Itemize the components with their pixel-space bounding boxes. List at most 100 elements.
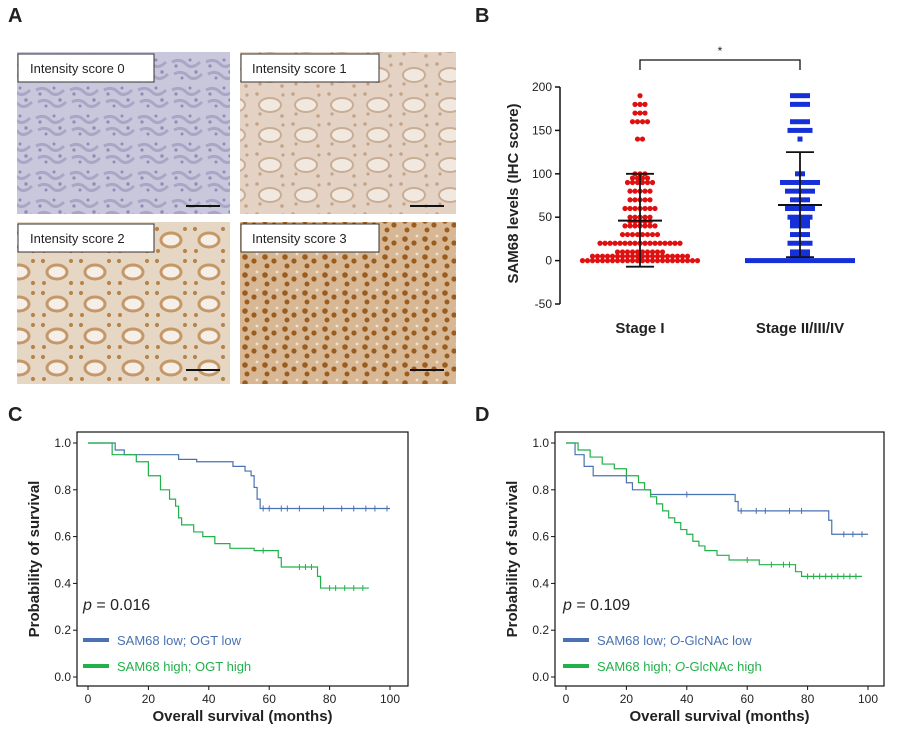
panel-letter-d: D — [475, 404, 489, 426]
x-tick-label: 40 — [680, 692, 694, 706]
data-point — [679, 258, 686, 264]
data-point — [652, 223, 658, 229]
data-point — [694, 258, 701, 264]
data-point — [787, 214, 793, 220]
data-point — [677, 240, 683, 246]
data-point — [800, 223, 805, 229]
data-point — [644, 119, 651, 125]
data-point — [790, 119, 795, 125]
data-point — [775, 258, 780, 264]
data-point — [632, 223, 638, 229]
data-point — [642, 205, 648, 212]
data-point — [790, 101, 795, 107]
data-point — [639, 119, 646, 125]
data-point — [642, 223, 648, 229]
data-point — [622, 223, 628, 229]
data-point — [795, 197, 800, 203]
data-point — [800, 101, 805, 107]
data-point — [815, 258, 820, 264]
ihc-tile-score-3: Intensity score 3 — [240, 222, 456, 384]
y-tick-label: 0.0 — [532, 670, 549, 684]
data-point — [830, 258, 835, 264]
data-point — [632, 188, 638, 194]
data-point — [805, 179, 810, 185]
data-point — [629, 119, 636, 125]
y-tick-label: 0 — [545, 254, 552, 268]
y-tick-label: 100 — [532, 167, 552, 181]
legend-label-part: SAM68 high; — [597, 659, 675, 674]
data-point — [787, 127, 793, 133]
data-point — [647, 205, 653, 212]
data-point — [807, 240, 813, 246]
data-point — [805, 258, 810, 264]
data-point — [619, 253, 626, 259]
data-point — [785, 188, 790, 194]
data-point — [647, 223, 653, 229]
data-point — [800, 232, 805, 238]
p-value: = 0.016 — [92, 597, 150, 614]
data-point — [602, 240, 608, 246]
y-tick-label: 1.0 — [532, 436, 549, 450]
data-point — [594, 258, 601, 264]
data-point — [802, 240, 808, 246]
data-point — [629, 258, 636, 264]
data-point — [654, 258, 661, 264]
ihc-tile-score-0: Intensity score 0 — [17, 52, 230, 214]
y-tick-label: 0.4 — [54, 576, 71, 590]
x-tick-label: 20 — [142, 692, 156, 706]
data-point — [637, 110, 643, 116]
data-point — [662, 240, 668, 246]
panel-letter-c: C — [8, 404, 22, 426]
data-point — [659, 253, 666, 259]
data-point — [797, 127, 803, 133]
data-point — [634, 136, 641, 142]
y-tick-label: 0.2 — [54, 623, 71, 637]
x-axis-label: Overall survival (months) — [629, 708, 809, 725]
data-point — [807, 214, 813, 220]
data-point — [614, 253, 621, 259]
data-point — [835, 258, 840, 264]
data-point — [637, 93, 643, 99]
ihc-label-1: Intensity score 1 — [252, 61, 347, 76]
data-point — [637, 101, 643, 107]
data-point — [787, 240, 793, 246]
data-point — [669, 253, 676, 259]
data-point — [790, 179, 795, 185]
data-point — [792, 240, 798, 246]
data-point — [790, 219, 795, 225]
data-point — [805, 188, 810, 194]
data-point — [622, 240, 628, 246]
data-point — [644, 175, 651, 181]
data-point — [642, 240, 648, 246]
data-point — [795, 219, 800, 225]
data-point — [579, 258, 586, 264]
data-point — [672, 240, 678, 246]
data-point — [800, 119, 805, 125]
panel-letter-b: B — [475, 5, 489, 27]
data-point — [810, 179, 815, 185]
data-point — [644, 231, 651, 238]
data-point — [790, 188, 795, 194]
data-point — [624, 249, 631, 255]
data-point — [795, 232, 800, 238]
y-tick-label: 200 — [532, 80, 552, 94]
data-point — [649, 179, 656, 186]
data-point — [644, 179, 651, 186]
data-point — [632, 205, 638, 212]
data-point — [594, 253, 601, 259]
data-point — [684, 253, 691, 259]
data-point — [642, 101, 648, 107]
data-point — [800, 93, 805, 99]
data-point — [845, 258, 850, 264]
y-tick-label: 1.0 — [54, 436, 71, 450]
data-point — [780, 179, 785, 185]
data-point — [810, 188, 815, 194]
p-value-label: p = 0.109 — [562, 597, 630, 614]
p-symbol: p — [562, 597, 572, 614]
p-value-label: p = 0.016 — [82, 597, 150, 614]
data-point — [802, 127, 808, 133]
data-point — [644, 258, 651, 264]
data-point — [790, 223, 795, 229]
p-value: = 0.109 — [572, 597, 630, 614]
